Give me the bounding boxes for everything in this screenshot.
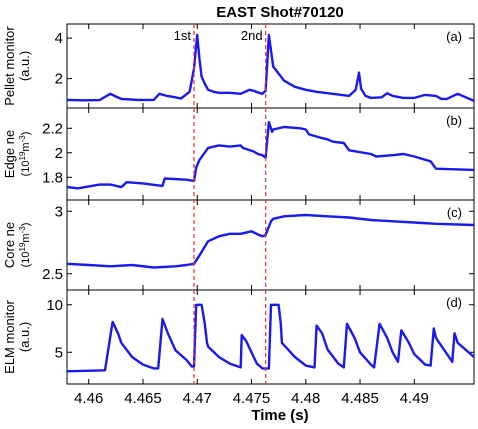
panel-label: (b) bbox=[446, 113, 462, 128]
y-axis-label-line2: (a.u.) bbox=[17, 322, 32, 352]
panel-label: (c) bbox=[447, 205, 462, 220]
y-axis-label: Edge ne (1019m-3) bbox=[2, 130, 32, 178]
x-tick-label: 4.485 bbox=[341, 390, 379, 407]
unit-text: ) bbox=[20, 223, 32, 227]
panel-frame bbox=[66, 199, 475, 291]
y-axis-label: Pellet monitor (a.u.) bbox=[2, 26, 32, 106]
x-tick-label: 4.475 bbox=[233, 390, 271, 407]
y-tick-label: 2 bbox=[55, 71, 63, 88]
x-tick-label: 4.49 bbox=[400, 390, 429, 407]
panel-c: 2.5 3 (c) Core ne (1019m-3) bbox=[2, 199, 475, 291]
panel-frame bbox=[66, 289, 475, 385]
panel-b: 1.8 2 2.2 (b) Edge ne (1019m-3) bbox=[2, 107, 475, 201]
series-line-c bbox=[66, 213, 475, 269]
y-tick-label: 2.2 bbox=[42, 120, 63, 137]
y-tick-label: 10 bbox=[46, 297, 63, 314]
y-tick-label: 2.5 bbox=[42, 266, 63, 283]
x-axis-label: Time (s) bbox=[251, 407, 308, 424]
unit-superscript: -3 bbox=[18, 226, 27, 234]
x-tick-label: 4.47 bbox=[183, 390, 212, 407]
panel-label: (a) bbox=[446, 29, 462, 44]
unit-superscript: -3 bbox=[18, 135, 27, 143]
y-tick-label: 3 bbox=[55, 203, 63, 220]
series-line-d bbox=[66, 303, 475, 373]
y-axis-label-unit: (1019m-3) bbox=[18, 223, 32, 268]
y-tick-label: 5 bbox=[55, 344, 63, 361]
panels: 24 (a)Pellet monitor (a.u.)1.822.2 (b)Edge … bbox=[2, 23, 475, 385]
panel-frame bbox=[66, 23, 475, 109]
y-axis-label-line2: (a.u.) bbox=[17, 51, 32, 81]
panel-label: (d) bbox=[446, 295, 462, 310]
x-tick-label: 4.46 bbox=[74, 390, 103, 407]
unit-text: ) bbox=[20, 132, 32, 136]
chart-title: EAST Shot#70120 bbox=[216, 4, 344, 21]
x-axis: 4.46 4.465 4.47 4.475 4.48 4.485 4.49 bbox=[74, 24, 429, 407]
y-tick-label: 4 bbox=[55, 30, 63, 47]
unit-text: m bbox=[20, 142, 32, 151]
panel-a: 2 4 (a) Pellet monitor (a.u.) bbox=[2, 23, 475, 109]
y-axis-label-line1: Core ne bbox=[2, 222, 17, 268]
y-tick-label: 1.8 bbox=[42, 169, 63, 186]
unit-text: m bbox=[20, 233, 32, 242]
x-tick-label: 4.465 bbox=[124, 390, 162, 407]
marker-label: 2nd bbox=[241, 28, 263, 43]
panel-frame bbox=[66, 107, 475, 201]
panel-d: 5 10 (d) ELM monitor (a.u.) bbox=[2, 289, 475, 385]
y-axis-label-unit: (1019m-3) bbox=[18, 132, 32, 177]
y-axis-label: ELM monitor (a.u.) bbox=[2, 299, 32, 373]
y-tick-label: 2 bbox=[55, 145, 63, 162]
unit-superscript: 19 bbox=[18, 151, 27, 160]
series-line-b bbox=[66, 120, 475, 190]
y-axis-label-line1: Pellet monitor bbox=[2, 26, 17, 106]
series-line-a bbox=[66, 33, 475, 103]
x-tick-label: 4.48 bbox=[291, 390, 320, 407]
event-markers: 1st 2nd bbox=[174, 24, 267, 384]
y-axis-label-line1: ELM monitor bbox=[2, 299, 17, 373]
unit-text: (10 bbox=[20, 160, 32, 176]
unit-superscript: 19 bbox=[18, 242, 27, 251]
y-axis-label: Core ne (1019m-3) bbox=[2, 222, 32, 268]
y-axis-label-line1: Edge ne bbox=[2, 130, 17, 178]
marker-label: 1st bbox=[174, 28, 192, 43]
unit-text: (10 bbox=[20, 251, 32, 267]
